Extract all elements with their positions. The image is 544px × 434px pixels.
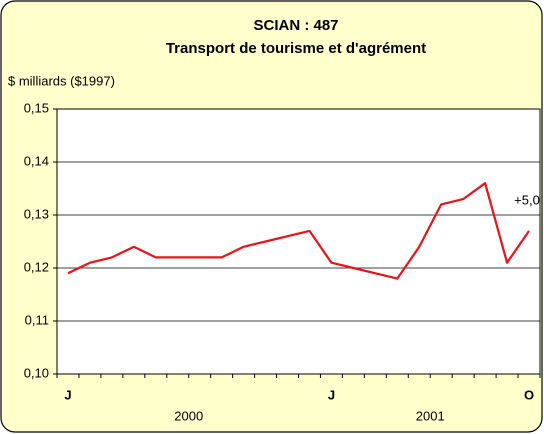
y-tick-label: 0,11: [25, 312, 49, 327]
x-tick-label: J: [64, 387, 71, 402]
x-tick-label: O: [524, 387, 534, 402]
y-axis-label: $ milliards ($1997): [8, 73, 115, 88]
chart-subtitle: Transport de tourisme et d'agrément: [166, 40, 426, 57]
y-tick-label: 0,10: [24, 365, 49, 380]
y-tick-label: 0,13: [24, 206, 49, 221]
y-tick-label: 0,14: [24, 153, 49, 168]
y-tick-label: 0,12: [24, 259, 49, 274]
y-tick-label: 0,15: [24, 100, 49, 115]
plot-area: [56, 108, 541, 375]
chart-title: SCIAN : 487: [253, 17, 338, 34]
annotation: +5,0: [514, 192, 540, 207]
line: [67, 182, 530, 280]
year-label: 2000: [174, 408, 203, 423]
year-label: 2001: [416, 408, 445, 423]
x-tick-label: J: [328, 387, 335, 402]
